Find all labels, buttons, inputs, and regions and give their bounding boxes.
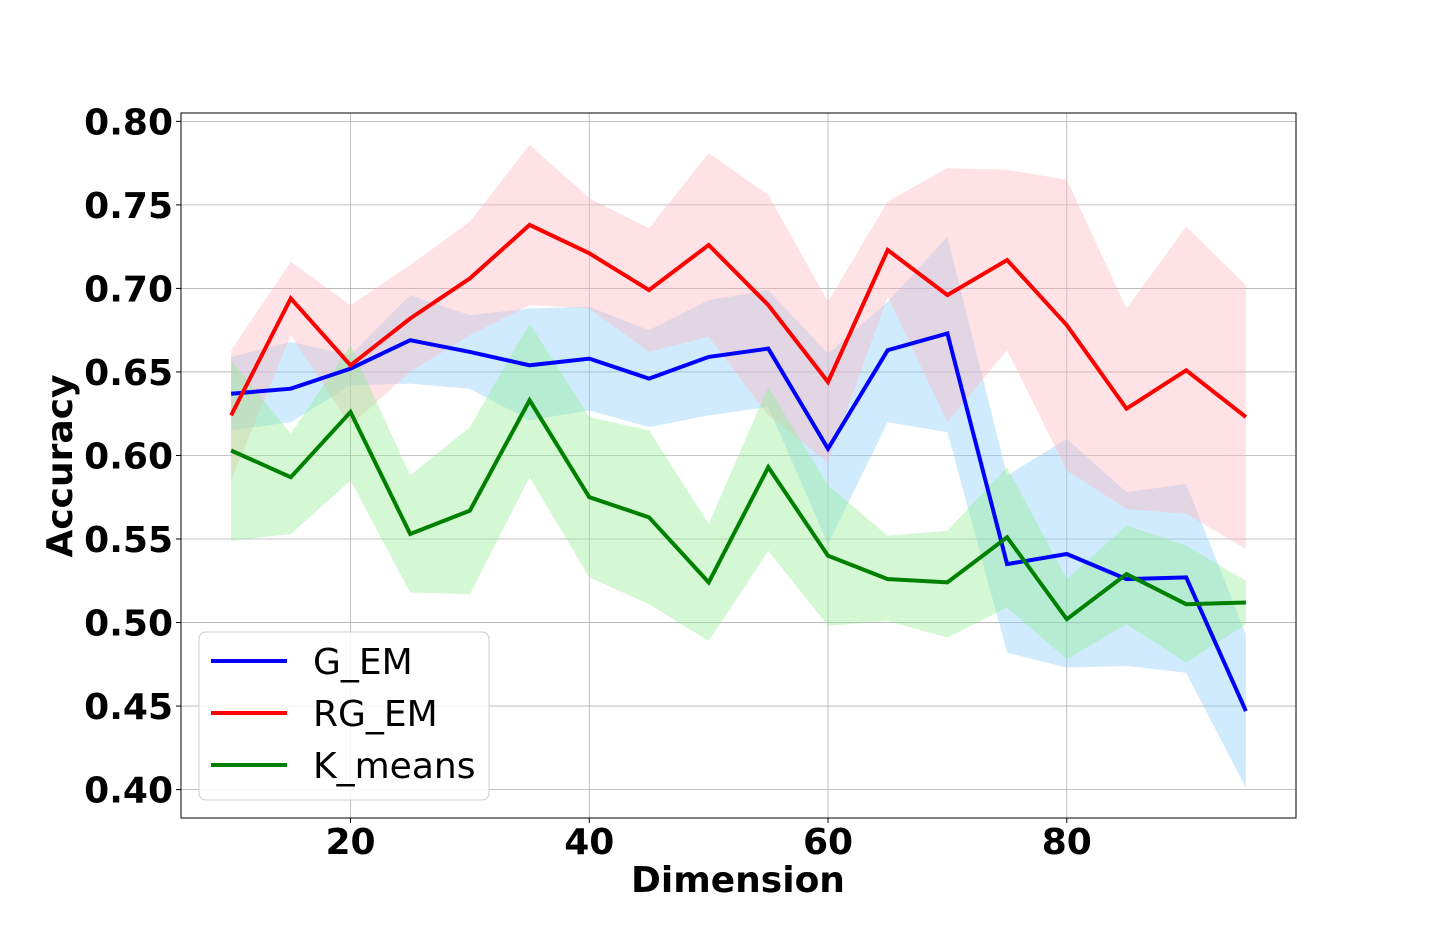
y-tick-label: 0.65 [84,353,173,394]
k-means-band [231,323,1246,663]
legend-label-g-em: G_EM [313,642,413,683]
y-tick-label: 0.45 [84,687,173,728]
y-axis-title: Accuracy [40,374,81,557]
legend-label-k-means: K_means [313,746,475,787]
y-tick-label: 0.40 [84,771,173,812]
y-tick-labels: 0.40 0.45 0.50 0.55 0.60 0.65 0.70 0.75 0.80 [84,102,173,811]
rg-em-band [231,144,1246,549]
k-means-line [230,396,1246,623]
y-tick-label: 0.55 [84,520,173,561]
series-lines [229,222,1248,712]
x-tick-labels: 20 40 60 80 [325,822,1091,863]
x-tick-label: 40 [564,822,614,863]
y-tick-label: 0.50 [84,604,173,645]
confidence-bands [231,144,1246,788]
g-em-line [230,331,1248,712]
axis-ticks [176,120,1068,823]
grid [181,113,1296,818]
x-tick-label: 60 [803,822,853,863]
legend-box [198,631,490,801]
g-em-band [231,236,1246,788]
x-tick-label: 80 [1042,822,1092,863]
y-tick-label: 0.75 [84,186,173,227]
y-tick-label: 0.80 [84,102,173,143]
plot-frame [180,112,1297,819]
y-tick-label: 0.70 [84,269,173,310]
legend-label-rg-em: RG_EM [313,694,438,735]
rg-em-line [229,222,1248,419]
legend: G_EM RG_EM K_means [198,631,490,801]
x-tick-label: 20 [325,822,375,863]
x-axis-title: Dimension [631,860,845,901]
y-tick-label: 0.60 [84,436,173,477]
